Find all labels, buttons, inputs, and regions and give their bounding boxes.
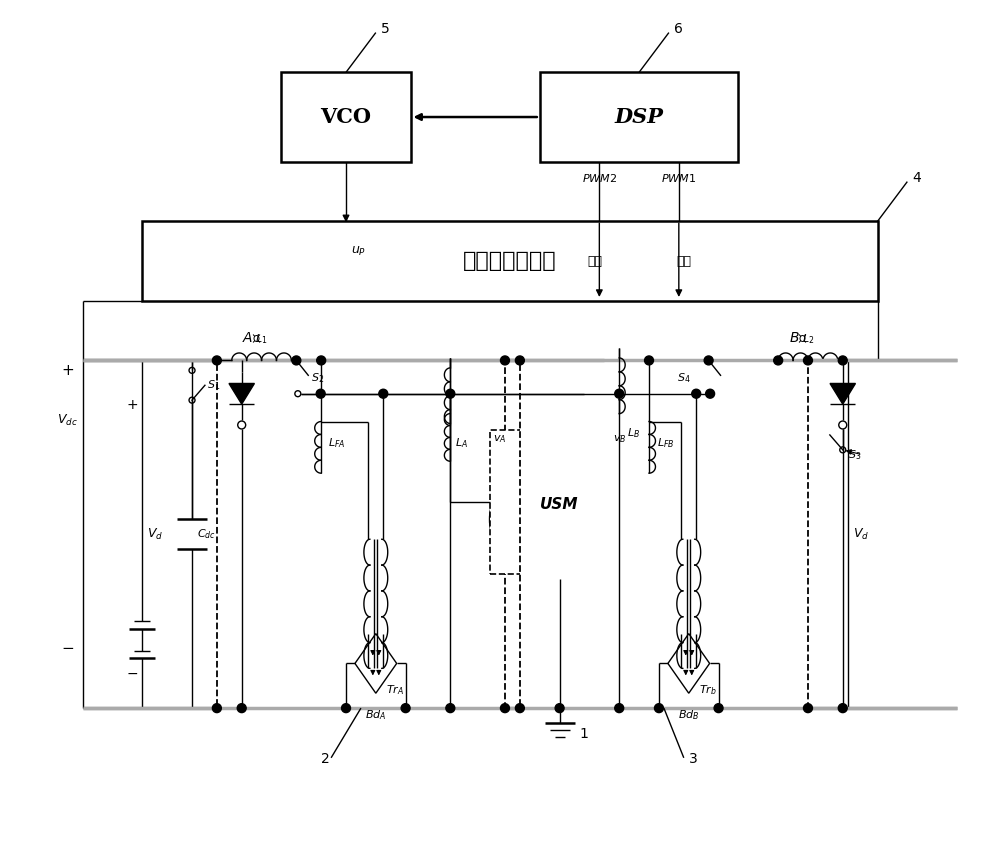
Circle shape xyxy=(838,704,847,712)
Bar xyxy=(217,360,505,708)
Text: $C_{dc}$: $C_{dc}$ xyxy=(197,527,216,541)
Circle shape xyxy=(212,704,221,712)
Circle shape xyxy=(446,704,455,712)
Text: $PWM2$: $PWM2$ xyxy=(582,172,617,184)
Text: −: − xyxy=(127,666,138,680)
Text: +: + xyxy=(61,363,74,378)
Circle shape xyxy=(804,356,812,365)
Circle shape xyxy=(342,704,350,712)
Text: 4: 4 xyxy=(912,171,921,184)
Text: $v_A$: $v_A$ xyxy=(493,433,506,445)
Text: $u_P$: $u_P$ xyxy=(351,245,366,258)
Polygon shape xyxy=(830,383,855,404)
Circle shape xyxy=(316,389,325,398)
Text: $Bd_A$: $Bd_A$ xyxy=(365,708,387,722)
Text: $Tr_b$: $Tr_b$ xyxy=(699,683,717,697)
Bar xyxy=(142,221,878,301)
Polygon shape xyxy=(229,383,254,404)
Text: $S_3$: $S_3$ xyxy=(848,448,861,462)
Circle shape xyxy=(692,389,701,398)
Bar xyxy=(520,535,550,554)
Text: $L_2$: $L_2$ xyxy=(802,332,814,345)
Bar xyxy=(490,430,629,574)
Text: $L_A$: $L_A$ xyxy=(455,437,468,451)
Circle shape xyxy=(500,704,509,712)
Text: 6: 6 xyxy=(674,21,683,36)
Text: $B$相: $B$相 xyxy=(789,331,807,345)
Text: DSP: DSP xyxy=(615,107,664,127)
Text: $v_B$: $v_B$ xyxy=(613,433,626,445)
Circle shape xyxy=(401,704,410,712)
Text: $L_1$: $L_1$ xyxy=(255,332,268,345)
Text: 2: 2 xyxy=(321,751,330,766)
Bar xyxy=(570,535,599,554)
Circle shape xyxy=(237,704,246,712)
Circle shape xyxy=(804,704,812,712)
Circle shape xyxy=(714,704,723,712)
Text: $L_{FA}$: $L_{FA}$ xyxy=(328,437,346,451)
Text: 控制及驱动电路: 控制及驱动电路 xyxy=(463,251,557,271)
Circle shape xyxy=(515,356,524,365)
Text: +: + xyxy=(127,398,138,412)
Text: −: − xyxy=(61,641,74,656)
Text: $L_{FB}$: $L_{FB}$ xyxy=(657,437,674,451)
Text: USM: USM xyxy=(540,497,579,512)
Circle shape xyxy=(774,356,783,365)
Text: $S_2$: $S_2$ xyxy=(311,371,324,385)
Circle shape xyxy=(446,389,455,398)
Circle shape xyxy=(704,356,713,365)
Text: VCO: VCO xyxy=(321,107,372,127)
Bar xyxy=(520,360,808,708)
Text: $V_d$: $V_d$ xyxy=(147,527,163,541)
Text: 正转: 正转 xyxy=(587,255,602,268)
Circle shape xyxy=(838,356,847,365)
Text: 反转: 反转 xyxy=(676,255,691,268)
Circle shape xyxy=(645,356,653,365)
Text: 1: 1 xyxy=(579,727,588,741)
Circle shape xyxy=(555,704,564,712)
Circle shape xyxy=(654,704,663,712)
Circle shape xyxy=(615,389,624,398)
Text: $L_B$: $L_B$ xyxy=(627,427,640,440)
Circle shape xyxy=(706,389,715,398)
Text: $S_4$: $S_4$ xyxy=(677,371,691,385)
Circle shape xyxy=(317,356,326,365)
Bar xyxy=(281,72,411,162)
Text: $Tr_A$: $Tr_A$ xyxy=(386,683,404,697)
Text: $Bd_B$: $Bd_B$ xyxy=(678,708,700,722)
Circle shape xyxy=(615,704,624,712)
Circle shape xyxy=(212,356,221,365)
Text: $A$相: $A$相 xyxy=(242,331,261,345)
Text: $V_d$: $V_d$ xyxy=(853,527,869,541)
Text: $V_{dc}$: $V_{dc}$ xyxy=(57,412,78,428)
Circle shape xyxy=(515,704,524,712)
Text: $PWM1$: $PWM1$ xyxy=(661,172,696,184)
Text: 5: 5 xyxy=(381,21,390,36)
Text: 3: 3 xyxy=(689,751,698,766)
Text: $S_1$: $S_1$ xyxy=(207,378,220,392)
Circle shape xyxy=(500,356,509,365)
Bar xyxy=(540,72,738,162)
Circle shape xyxy=(292,356,301,365)
Circle shape xyxy=(379,389,388,398)
